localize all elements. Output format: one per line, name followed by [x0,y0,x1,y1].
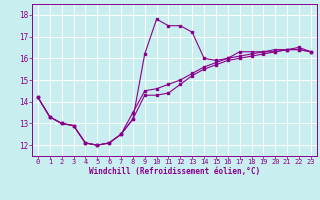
X-axis label: Windchill (Refroidissement éolien,°C): Windchill (Refroidissement éolien,°C) [89,167,260,176]
